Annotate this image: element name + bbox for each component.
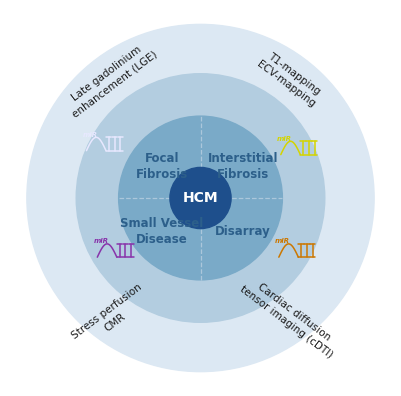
Text: miR: miR <box>275 238 290 244</box>
Text: miR: miR <box>93 238 108 244</box>
Circle shape <box>170 168 231 228</box>
Text: Cardiac diffusion
tensor imaging (cDTI): Cardiac diffusion tensor imaging (cDTI) <box>238 274 342 360</box>
Text: HCM: HCM <box>183 191 218 205</box>
Text: miR: miR <box>277 135 292 142</box>
Text: Stress perfusion
CMR: Stress perfusion CMR <box>70 282 152 352</box>
Text: Disarray: Disarray <box>215 225 271 238</box>
Circle shape <box>76 74 325 322</box>
Text: Small Vessel
Disease: Small Vessel Disease <box>120 217 204 246</box>
Text: Focal
Fibrosis: Focal Fibrosis <box>136 152 188 181</box>
Circle shape <box>119 116 282 280</box>
Text: Interstitial
Fibrosis: Interstitial Fibrosis <box>208 152 278 181</box>
Text: T1-mapping
ECV-mapping: T1-mapping ECV-mapping <box>255 49 325 109</box>
Text: miR: miR <box>83 131 97 138</box>
Text: Late gadolinium
enhancement (LGE): Late gadolinium enhancement (LGE) <box>63 38 159 120</box>
Circle shape <box>27 25 374 371</box>
